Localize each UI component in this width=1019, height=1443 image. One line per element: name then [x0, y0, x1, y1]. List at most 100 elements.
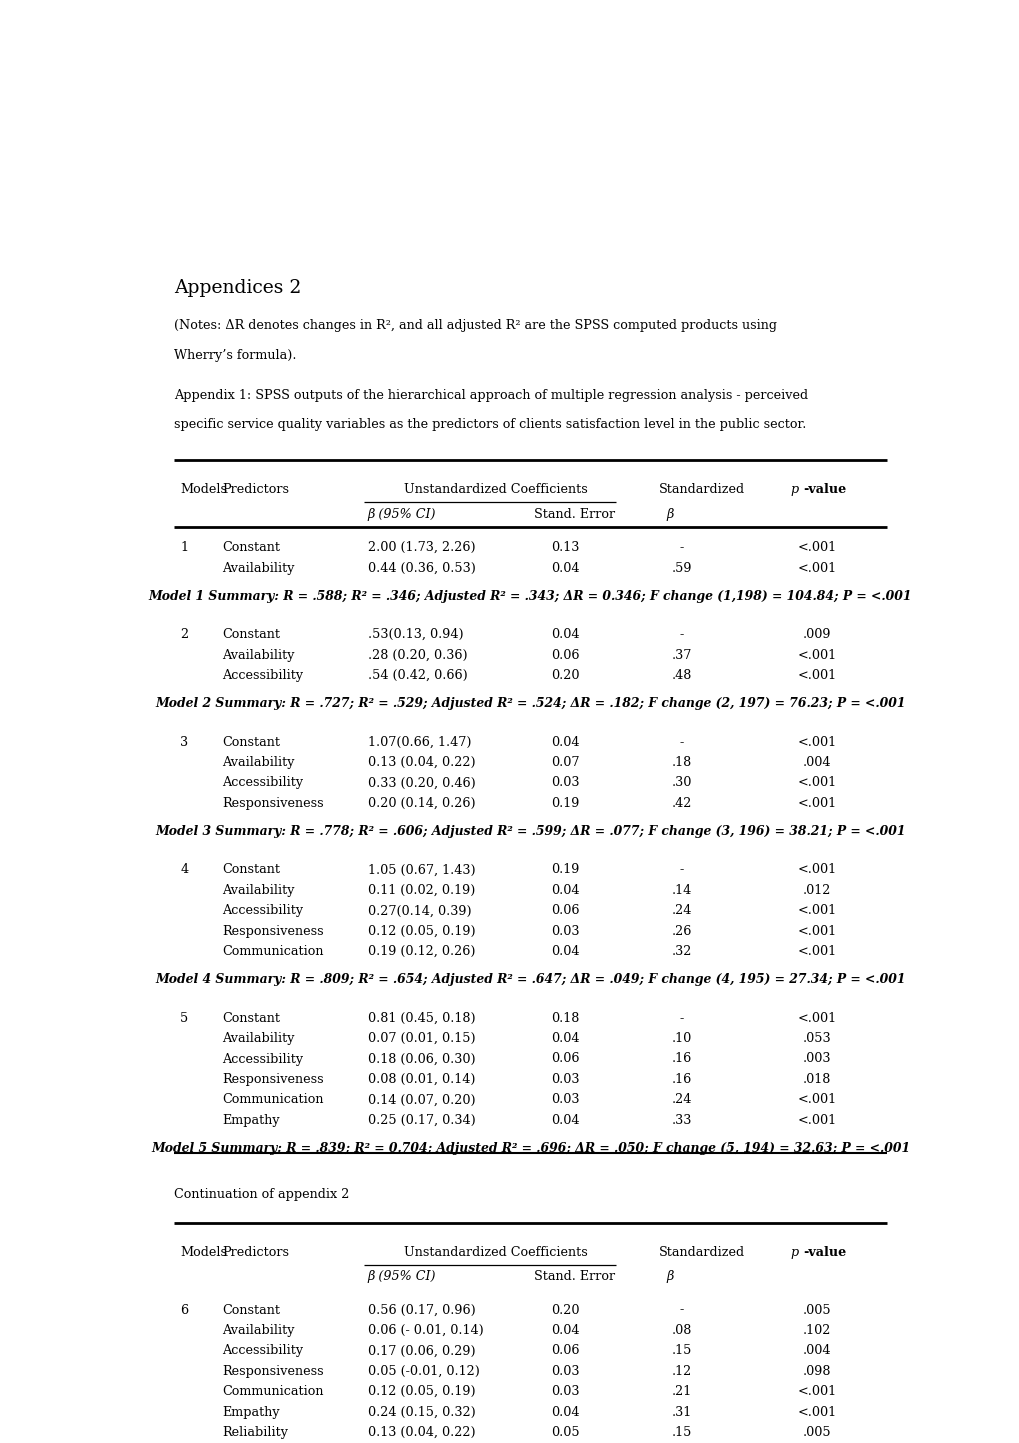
Text: .15: .15 [671, 1345, 691, 1358]
Text: 0.04: 0.04 [550, 628, 579, 641]
Text: Availability: Availability [222, 649, 294, 662]
Text: Predictors: Predictors [222, 483, 288, 496]
Text: 0.03: 0.03 [550, 1365, 579, 1378]
Text: .31: .31 [671, 1405, 691, 1418]
Text: β: β [665, 1270, 673, 1283]
Text: 0.11 (0.02, 0.19): 0.11 (0.02, 0.19) [368, 885, 475, 898]
Text: 0.18 (0.06, 0.30): 0.18 (0.06, 0.30) [368, 1052, 475, 1065]
Text: 0.04: 0.04 [550, 561, 579, 574]
Text: -value: -value [802, 483, 846, 496]
Text: <.001: <.001 [797, 1385, 836, 1398]
Text: 0.33 (0.20, 0.46): 0.33 (0.20, 0.46) [368, 776, 475, 789]
Text: .004: .004 [802, 1345, 830, 1358]
Text: .003: .003 [802, 1052, 830, 1065]
Text: <.001: <.001 [797, 863, 836, 876]
Text: .053: .053 [802, 1032, 830, 1045]
Text: Empathy: Empathy [222, 1114, 279, 1127]
Text: 0.20: 0.20 [550, 1303, 579, 1316]
Text: 0.81 (0.45, 0.18): 0.81 (0.45, 0.18) [368, 1012, 475, 1025]
Text: <.001: <.001 [797, 541, 836, 554]
Text: .098: .098 [802, 1365, 830, 1378]
Text: .26: .26 [671, 925, 691, 938]
Text: 0.20: 0.20 [550, 670, 579, 683]
Text: 0.14 (0.07, 0.20): 0.14 (0.07, 0.20) [368, 1094, 475, 1107]
Text: .24: .24 [671, 1094, 691, 1107]
Text: 0.56 (0.17, 0.96): 0.56 (0.17, 0.96) [368, 1303, 475, 1316]
Text: <.001: <.001 [797, 1094, 836, 1107]
Text: 0.27(0.14, 0.39): 0.27(0.14, 0.39) [368, 905, 471, 918]
Text: Empathy: Empathy [222, 1405, 279, 1418]
Text: Constant: Constant [222, 1303, 280, 1316]
Text: .005: .005 [802, 1426, 830, 1439]
Text: Constant: Constant [222, 541, 280, 554]
Text: .54 (0.42, 0.66): .54 (0.42, 0.66) [368, 670, 467, 683]
Text: Accessibility: Accessibility [222, 905, 303, 918]
Text: .18: .18 [671, 756, 691, 769]
Text: Stand. Error: Stand. Error [534, 1270, 614, 1283]
Text: Model 3 Summary: R = .778; R² = .606; Adjusted R² = .599; ΔR = .077; F change (3: Model 3 Summary: R = .778; R² = .606; Ad… [155, 825, 905, 838]
Text: -: - [679, 1012, 683, 1025]
Text: 0.19 (0.12, 0.26): 0.19 (0.12, 0.26) [368, 945, 475, 958]
Text: 1.07(0.66, 1.47): 1.07(0.66, 1.47) [368, 736, 471, 749]
Text: .42: .42 [671, 797, 691, 810]
Text: Communication: Communication [222, 1385, 323, 1398]
Text: Communication: Communication [222, 1094, 323, 1107]
Text: 0.44 (0.36, 0.53): 0.44 (0.36, 0.53) [368, 561, 475, 574]
Text: Responsiveness: Responsiveness [222, 1074, 323, 1087]
Text: 1: 1 [180, 541, 189, 554]
Text: 0.04: 0.04 [550, 736, 579, 749]
Text: 3: 3 [180, 736, 189, 749]
Text: Availability: Availability [222, 756, 294, 769]
Text: .15: .15 [671, 1426, 691, 1439]
Text: .37: .37 [671, 649, 691, 662]
Text: 0.04: 0.04 [550, 1323, 579, 1336]
Text: -: - [679, 1303, 683, 1316]
Text: 0.04: 0.04 [550, 1032, 579, 1045]
Text: 0.18: 0.18 [550, 1012, 579, 1025]
Text: <.001: <.001 [797, 905, 836, 918]
Text: Responsiveness: Responsiveness [222, 925, 323, 938]
Text: .32: .32 [671, 945, 691, 958]
Text: -: - [679, 863, 683, 876]
Text: 6: 6 [180, 1303, 189, 1316]
Text: Communication: Communication [222, 945, 323, 958]
Text: 0.03: 0.03 [550, 1074, 579, 1087]
Text: .018: .018 [802, 1074, 830, 1087]
Text: 2.00 (1.73, 2.26): 2.00 (1.73, 2.26) [368, 541, 475, 554]
Text: Accessibility: Accessibility [222, 1052, 303, 1065]
Text: <.001: <.001 [797, 1405, 836, 1418]
Text: 0.05 (-0.01, 0.12): 0.05 (-0.01, 0.12) [368, 1365, 479, 1378]
Text: .12: .12 [671, 1365, 691, 1378]
Text: Models: Models [180, 1245, 227, 1258]
Text: Stand. Error: Stand. Error [534, 508, 614, 521]
Text: .53(0.13, 0.94): .53(0.13, 0.94) [368, 628, 463, 641]
Text: 1.05 (0.67, 1.43): 1.05 (0.67, 1.43) [368, 863, 475, 876]
Text: Constant: Constant [222, 736, 280, 749]
Text: Model 1 Summary: R = .588; R² = .346; Adjusted R² = .343; ΔR = 0.346; F change (: Model 1 Summary: R = .588; R² = .346; Ad… [149, 590, 911, 603]
Text: -value: -value [802, 1245, 846, 1258]
Text: <.001: <.001 [797, 776, 836, 789]
Text: Continuation of appendix 2: Continuation of appendix 2 [174, 1188, 350, 1201]
Text: .59: .59 [671, 561, 691, 574]
Text: 0.04: 0.04 [550, 945, 579, 958]
Text: <.001: <.001 [797, 670, 836, 683]
Text: 0.24 (0.15, 0.32): 0.24 (0.15, 0.32) [368, 1405, 475, 1418]
Text: Accessibility: Accessibility [222, 670, 303, 683]
Text: Unstandardized Coefficients: Unstandardized Coefficients [404, 483, 587, 496]
Text: <.001: <.001 [797, 1012, 836, 1025]
Text: 0.03: 0.03 [550, 776, 579, 789]
Text: -: - [679, 628, 683, 641]
Text: 0.07 (0.01, 0.15): 0.07 (0.01, 0.15) [368, 1032, 475, 1045]
Text: Accessibility: Accessibility [222, 776, 303, 789]
Text: Model 4 Summary: R = .809; R² = .654; Adjusted R² = .647; ΔR = .049; F change (4: Model 4 Summary: R = .809; R² = .654; Ad… [155, 973, 905, 986]
Text: 0.06: 0.06 [550, 1052, 579, 1065]
Text: 4: 4 [180, 863, 189, 876]
Text: 0.20 (0.14, 0.26): 0.20 (0.14, 0.26) [368, 797, 475, 810]
Text: .14: .14 [671, 885, 691, 898]
Text: 0.05: 0.05 [550, 1426, 579, 1439]
Text: 0.06: 0.06 [550, 649, 579, 662]
Text: specific service quality variables as the predictors of clients satisfaction lev: specific service quality variables as th… [174, 418, 806, 431]
Text: β: β [665, 508, 673, 521]
Text: 0.13: 0.13 [550, 541, 579, 554]
Text: .004: .004 [802, 756, 830, 769]
